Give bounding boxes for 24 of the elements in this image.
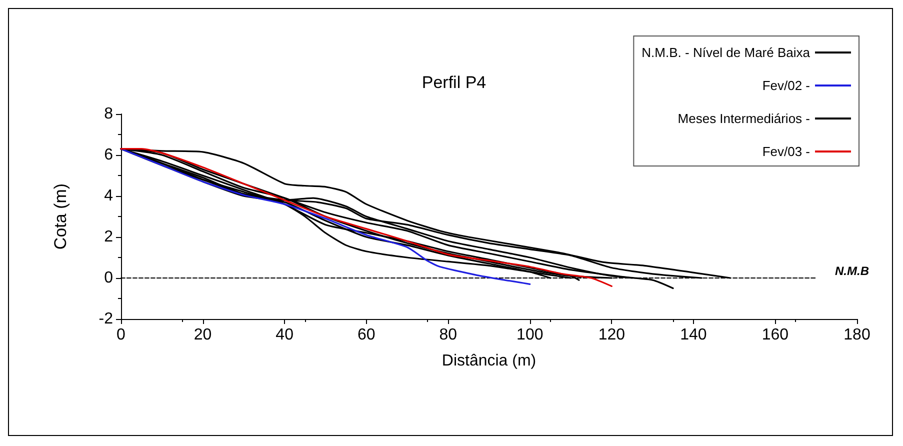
y-tick-label: 2 <box>104 228 114 246</box>
y-tick-label: -2 <box>98 310 114 328</box>
legend-label: Meses Intermediários - <box>678 111 810 126</box>
y-axis-title: Cota (m) <box>51 183 70 250</box>
y-tick-label: 4 <box>104 188 114 204</box>
x-tick-label: 120 <box>598 326 626 344</box>
annotation: N.M.B <box>835 264 870 278</box>
legend-label: Fev/03 - <box>762 144 810 159</box>
x-tick-label: 140 <box>680 326 707 344</box>
x-axis-title: Distância (m) <box>442 352 536 370</box>
y-tick-label: 6 <box>104 146 114 164</box>
y-tick-label: 0 <box>104 270 114 286</box>
x-tick-label: 40 <box>276 326 294 344</box>
y-tick-label: 8 <box>104 106 114 122</box>
x-tick-label: 180 <box>844 326 870 344</box>
legend-label: Fev/02 - <box>762 78 810 93</box>
chart-title: Perfil P4 <box>422 73 486 92</box>
x-tick-label: 20 <box>194 326 212 344</box>
x-tick-label: 100 <box>516 326 544 344</box>
x-tick-label: 0 <box>116 326 126 344</box>
x-tick-label: 60 <box>357 326 376 344</box>
legend-label: N.M.B. - Nível de Maré Baixa <box>642 45 811 60</box>
x-tick-label: 160 <box>762 326 789 344</box>
x-tick-label: 80 <box>439 326 458 344</box>
